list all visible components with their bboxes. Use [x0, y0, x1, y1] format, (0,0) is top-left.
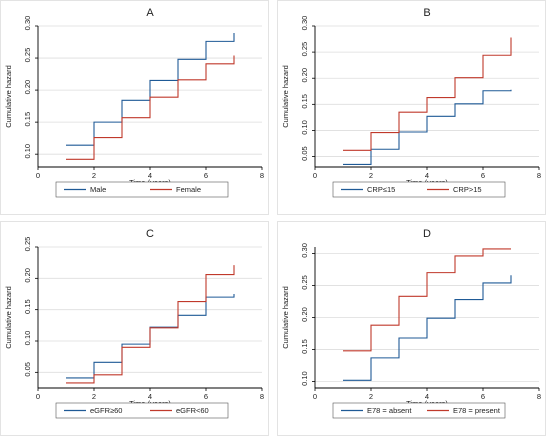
y-tick-label: 0.25 — [300, 275, 309, 290]
x-tick-label: 6 — [204, 171, 208, 180]
y-axis-label: Cumulative hazard — [4, 286, 13, 349]
y-tick-label: 0.20 — [300, 68, 309, 83]
y-tick-label: 0.15 — [23, 299, 32, 314]
x-tick-label: 2 — [369, 171, 373, 180]
x-tick-label: 6 — [204, 392, 208, 401]
legend-label: E78 = present — [453, 406, 501, 415]
chart-panel-a: A0.100.150.200.250.3002468Time (years)Cu… — [1, 1, 269, 215]
legend-label: Male — [90, 185, 106, 194]
x-tick-label: 0 — [313, 171, 317, 180]
x-tick-label: 8 — [537, 392, 541, 401]
x-tick-label: 8 — [260, 392, 264, 401]
x-tick-label: 2 — [92, 392, 96, 401]
chart-panel-c: C0.050.100.150.200.2502468Time (years)Cu… — [1, 222, 269, 436]
y-axis-label: Cumulative hazard — [4, 65, 13, 128]
legend-label: eGFR≥60 — [90, 406, 122, 415]
legend-label: E78 = absent — [367, 406, 412, 415]
y-tick-label: 0.20 — [23, 80, 32, 95]
y-tick-label: 0.25 — [300, 42, 309, 57]
chart-title: C — [146, 228, 154, 240]
y-tick-label: 0.10 — [23, 144, 32, 159]
legend-label: CRP≤15 — [367, 185, 395, 194]
x-tick-label: 8 — [537, 171, 541, 180]
y-tick-label: 0.15 — [300, 339, 309, 354]
y-tick-label: 0.10 — [300, 120, 309, 135]
x-tick-label: 2 — [92, 171, 96, 180]
x-tick-label: 6 — [481, 392, 485, 401]
y-axis-label: Cumulative hazard — [281, 286, 290, 349]
chart-title: D — [423, 228, 431, 240]
x-tick-label: 0 — [36, 392, 40, 401]
y-tick-label: 0.30 — [23, 16, 32, 31]
x-tick-label: 2 — [369, 392, 373, 401]
y-tick-label: 0.05 — [300, 146, 309, 161]
chart-title: A — [146, 7, 154, 19]
legend-label: Female — [176, 185, 201, 194]
chart-panel-d: D0.100.150.200.250.3002468Time (years)Cu… — [278, 222, 546, 436]
legend-label: eGFR<60 — [176, 406, 209, 415]
y-tick-label: 0.20 — [300, 307, 309, 322]
chart-title: B — [423, 7, 430, 19]
y-tick-label: 0.05 — [23, 362, 32, 377]
y-tick-label: 0.15 — [23, 112, 32, 127]
y-axis-label: Cumulative hazard — [281, 65, 290, 128]
y-tick-label: 0.20 — [23, 268, 32, 283]
y-tick-label: 0.30 — [300, 16, 309, 31]
y-tick-label: 0.10 — [23, 331, 32, 346]
x-tick-label: 8 — [260, 171, 264, 180]
y-tick-label: 0.25 — [23, 237, 32, 252]
y-tick-label: 0.15 — [300, 94, 309, 109]
y-tick-label: 0.25 — [23, 48, 32, 63]
y-tick-label: 0.10 — [300, 371, 309, 386]
x-tick-label: 6 — [481, 171, 485, 180]
chart-panel-b: B0.050.100.150.200.250.3002468Time (year… — [278, 1, 546, 215]
x-tick-label: 0 — [313, 392, 317, 401]
y-tick-label: 0.30 — [300, 243, 309, 258]
legend-label: CRP>15 — [453, 185, 482, 194]
x-tick-label: 0 — [36, 171, 40, 180]
